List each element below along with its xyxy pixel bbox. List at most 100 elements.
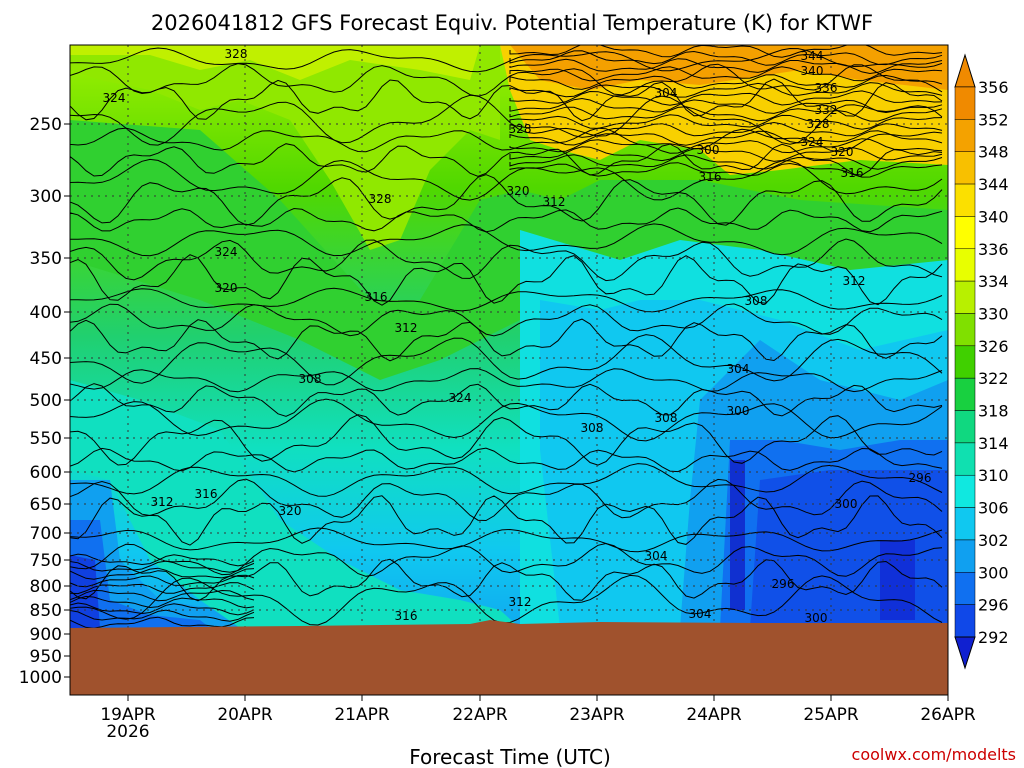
y-tick-label: 650 [30, 495, 62, 515]
colorbar-label: 314 [978, 434, 1009, 453]
contour-label: 296 [772, 577, 795, 591]
contour-label: 304 [645, 549, 668, 563]
colorbar-label: 292 [978, 628, 1009, 647]
colorbar: 356 352 348 344 340 336 334 330 326 322 318 314 310 3… [954, 53, 1009, 670]
contour-label: 328 [369, 192, 392, 206]
contour-line [509, 66, 943, 82]
color-region [70, 45, 480, 80]
ground-terrain [70, 620, 948, 695]
x-tick-label: 23APR [569, 705, 625, 725]
contour-line [509, 114, 943, 130]
contour-line [509, 58, 943, 75]
colorbar-label: 340 [978, 207, 1009, 226]
contour-label: 300 [835, 497, 858, 511]
contour-line [70, 143, 943, 177]
colorbar-label: 352 [978, 110, 1009, 129]
y-tick-label: 800 [30, 577, 62, 597]
contour-line [70, 334, 943, 386]
colorbar-swatch [954, 313, 976, 347]
contour-label: 328 [225, 47, 248, 61]
contour-line [70, 287, 943, 313]
contour-line [70, 414, 943, 466]
contour-label: 340 [801, 64, 824, 78]
contour-label: 296 [909, 471, 932, 485]
contour-label: 308 [581, 421, 604, 435]
contour-label: 304 [655, 86, 678, 100]
y-tick-label: 250 [30, 115, 62, 135]
contour-line [70, 127, 943, 153]
colorbar-label: 344 [978, 175, 1009, 194]
contour-line [70, 238, 943, 282]
colorbar-swatch [954, 345, 976, 379]
colorbar-swatch [954, 183, 976, 217]
x-tick-label: 25APR [803, 705, 859, 725]
contour-line [70, 398, 943, 442]
contour-label: 328 [509, 122, 532, 136]
x-tick-label: 20APR [217, 705, 273, 725]
watermark: coolwx.com/modelts [852, 745, 1016, 764]
colorbar-swatch [954, 604, 976, 638]
colorbar-label: 322 [978, 369, 1009, 388]
color-region [70, 120, 948, 380]
contour-line [509, 138, 943, 154]
chart-title: 2026041812 GFS Forecast Equiv. Potential… [151, 11, 873, 35]
y-tick-label: 400 [30, 303, 62, 323]
colorbar-label: 296 [978, 596, 1009, 615]
x-axis: 19APR 20APR 21APR 22APR 23APR 24APR 25APR 26APR [100, 695, 976, 725]
contour-line [509, 130, 943, 146]
color-region [880, 540, 915, 620]
contour-line [70, 78, 943, 122]
contour-label: 316 [365, 290, 388, 304]
contour-label: 304 [689, 607, 712, 621]
y-tick-label: 700 [30, 524, 62, 544]
color-region [750, 470, 948, 628]
contour-label: 324 [801, 135, 824, 149]
contour-label: 324 [449, 391, 472, 405]
colorbar-swatch [954, 539, 976, 573]
colorbar-swatch [954, 248, 976, 282]
colorbar-swatch [954, 474, 976, 508]
colorbar-swatch [954, 216, 976, 250]
contour-line [70, 207, 943, 233]
color-region [70, 480, 240, 628]
contour-line [70, 318, 943, 362]
y-tick-label: 500 [30, 391, 62, 411]
contour-label: 308 [655, 411, 678, 425]
contour-line [70, 542, 943, 577]
colorbar-swatch [954, 377, 976, 411]
plot-frame [69, 44, 949, 696]
contour-line [509, 82, 943, 98]
contour-line [70, 527, 943, 553]
x-tick-label: 22APR [452, 705, 508, 725]
colorbar-swatch [954, 151, 976, 185]
contour-line [509, 45, 943, 58]
contour-line [509, 74, 943, 90]
y-tick-label: 450 [30, 349, 62, 369]
x-tick-label: 24APR [686, 705, 742, 725]
contour-label: 316 [395, 609, 418, 623]
x-tick-label: 21APR [334, 705, 390, 725]
contour-label: 304 [727, 362, 750, 376]
contour-label: 312 [151, 495, 174, 509]
x-tick-label: 26APR [920, 705, 976, 725]
contour-line [70, 495, 943, 546]
contour-line [70, 383, 943, 417]
colorbar-label: 300 [978, 563, 1009, 582]
contour-label: 320 [507, 184, 530, 198]
y-tick-label: 550 [30, 429, 62, 449]
colorbar-swatch [954, 280, 976, 314]
colorbar-top-arrow [954, 53, 976, 88]
contour-line [70, 223, 943, 257]
colorbar-swatch [954, 119, 976, 152]
contour-line [70, 47, 943, 73]
colorbar-label: 330 [978, 304, 1009, 323]
y-tick-label: 950 [30, 647, 62, 667]
colorbar-swatch [954, 507, 976, 541]
y-tick-label: 850 [30, 601, 62, 621]
contour-line [70, 254, 943, 306]
colorbar-swatch [954, 572, 976, 605]
contour-line [509, 146, 943, 162]
colorbar-label: 326 [978, 337, 1009, 356]
colorbar-swatch [954, 442, 976, 476]
